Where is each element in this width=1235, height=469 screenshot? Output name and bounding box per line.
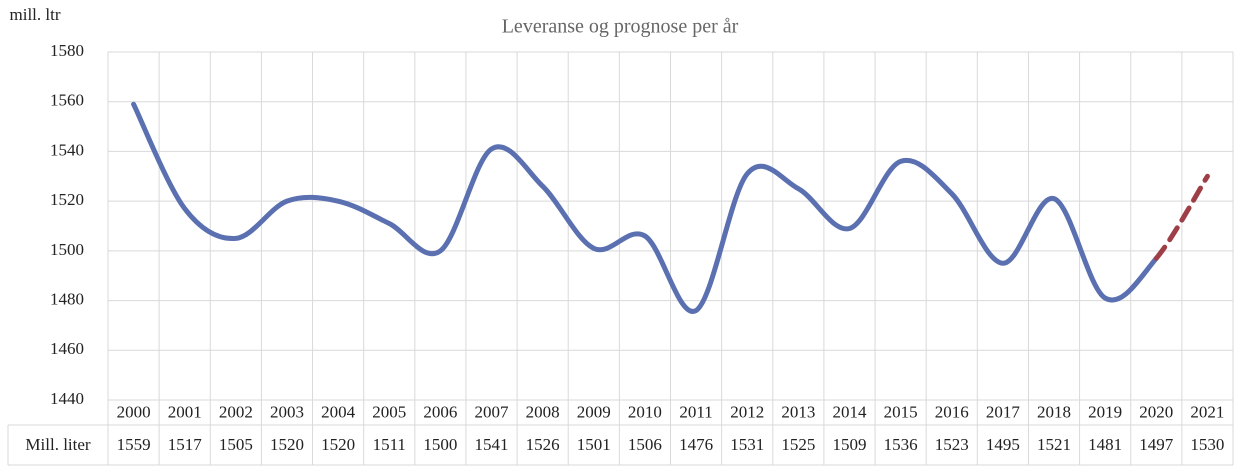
y-tick-label: 1540: [50, 140, 84, 159]
table-value: 1520: [321, 435, 355, 454]
y-tick-label: 1460: [50, 339, 84, 358]
table-value: 1526: [526, 435, 560, 454]
x-tick-label: 2016: [935, 402, 969, 421]
x-tick-label: 2001: [168, 402, 202, 421]
x-tick-label: 2012: [730, 402, 764, 421]
y-tick-label: 1580: [50, 41, 84, 60]
x-tick-label: 2011: [679, 402, 712, 421]
table-value: 1506: [628, 435, 662, 454]
table-value: 1495: [986, 435, 1020, 454]
y-tick-label: 1440: [50, 389, 84, 408]
y-tick-label: 1500: [50, 240, 84, 259]
x-tick-label: 2003: [270, 402, 304, 421]
y-axis-label: mill. ltr: [10, 5, 61, 24]
x-tick-label: 2005: [372, 402, 406, 421]
x-tick-label: 2000: [117, 402, 151, 421]
table-value: 1517: [168, 435, 203, 454]
table-value: 1505: [219, 435, 253, 454]
table-value: 1476: [679, 435, 713, 454]
x-tick-label: 2020: [1139, 402, 1173, 421]
x-tick-label: 2021: [1190, 402, 1224, 421]
table-value: 1500: [423, 435, 457, 454]
table-value: 1481: [1088, 435, 1122, 454]
table-value: 1509: [832, 435, 866, 454]
y-tick-label: 1560: [50, 91, 84, 110]
x-tick-label: 2014: [832, 402, 867, 421]
y-tick-label: 1520: [50, 190, 84, 209]
chart-title: Leveranse og prognose per år: [502, 16, 739, 38]
x-tick-label: 2002: [219, 402, 253, 421]
table-value: 1511: [373, 435, 406, 454]
forecast-line: [1153, 173, 1210, 261]
y-tick-label: 1480: [50, 289, 84, 308]
x-tick-label: 2019: [1088, 402, 1122, 421]
legend-label: Mill. liter: [25, 435, 91, 454]
x-tick-label: 2004: [321, 402, 356, 421]
x-tick-label: 2007: [475, 402, 510, 421]
x-tick-label: 2006: [423, 402, 457, 421]
x-tick-label: 2013: [781, 402, 815, 421]
table-value: 1521: [1037, 435, 1071, 454]
x-tick-label: 2009: [577, 402, 611, 421]
table-value: 1520: [270, 435, 304, 454]
table-value: 1523: [935, 435, 969, 454]
table-value: 1525: [781, 435, 815, 454]
table-value: 1497: [1139, 435, 1174, 454]
table-value: 1536: [884, 435, 918, 454]
x-tick-label: 2017: [986, 402, 1021, 421]
x-tick-label: 2008: [526, 402, 560, 421]
x-tick-label: 2015: [884, 402, 918, 421]
table-value: 1541: [475, 435, 509, 454]
table-value: 1501: [577, 435, 611, 454]
table-value: 1531: [730, 435, 764, 454]
data-line: [131, 101, 1159, 314]
x-tick-label: 2018: [1037, 402, 1071, 421]
x-tick-label: 2010: [628, 402, 662, 421]
table-value: 1530: [1190, 435, 1224, 454]
table-value: 1559: [117, 435, 151, 454]
